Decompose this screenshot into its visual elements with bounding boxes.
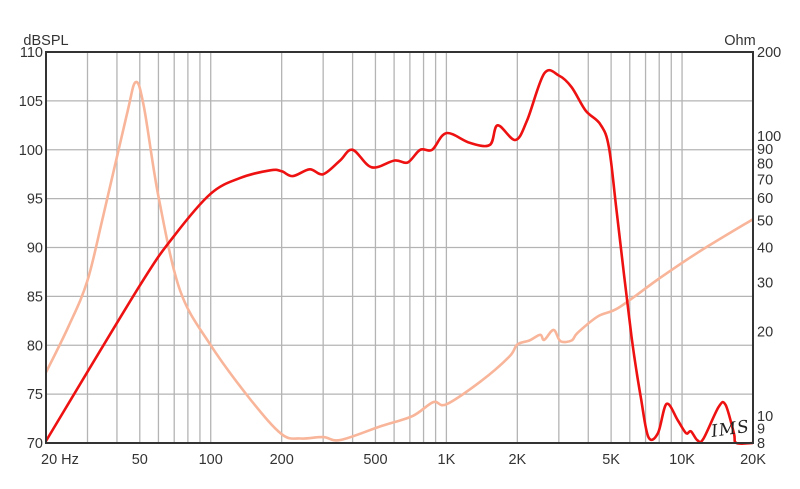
x-tick-label: 200 [270, 452, 294, 468]
y-tick-label: 70 [27, 436, 43, 452]
y-tick-label: 80 [27, 338, 43, 354]
y2-tick-label: 200 [757, 45, 781, 61]
x-tick-label: 5K [602, 452, 620, 468]
grid [46, 52, 753, 443]
y-tick-label: 100 [19, 143, 43, 159]
x-tick-label: 500 [363, 452, 387, 468]
ims-logo-text: IMS [709, 417, 751, 442]
y-axis-title: dBSPL [23, 33, 68, 49]
y2-tick-label: 8 [757, 436, 765, 452]
y2-tick-label: 70 [757, 173, 773, 189]
x-tick-label: 20 Hz [41, 452, 79, 468]
y2-tick-label: 40 [757, 241, 773, 257]
spl-curve [46, 70, 753, 444]
y-tick-label: 105 [19, 94, 43, 110]
y-tick-label: 90 [27, 241, 43, 257]
y2-axis-title: Ohm [724, 33, 755, 49]
x-tick-label: 2K [508, 452, 526, 468]
y2-tick-label: 10 [757, 409, 773, 425]
ims-logo: IMS [709, 417, 751, 442]
y2-tick-label: 60 [757, 191, 773, 207]
y2-tick-label: 20 [757, 325, 773, 341]
x-tick-label: 10K [669, 452, 695, 468]
y2-tick-label: 50 [757, 213, 773, 229]
y-tick-label: 95 [27, 192, 43, 208]
x-tick-label: 1K [438, 452, 456, 468]
y2-tick-label: 100 [757, 129, 781, 145]
y2-tick-label: 30 [757, 275, 773, 291]
y-tick-label: 85 [27, 289, 43, 305]
impedance-curve [46, 82, 753, 440]
curves [46, 70, 753, 444]
y2-tick-label: 80 [757, 156, 773, 172]
x-tick-label: 50 [132, 452, 148, 468]
x-tick-label: 100 [199, 452, 223, 468]
y-tick-label: 75 [27, 387, 43, 403]
x-tick-label: 20K [740, 452, 766, 468]
